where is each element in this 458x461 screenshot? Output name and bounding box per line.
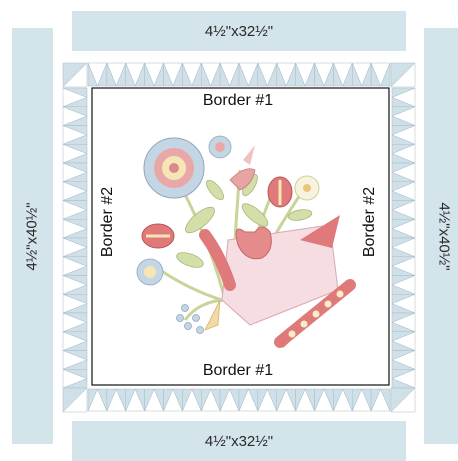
- triangle-light: [370, 388, 381, 412]
- triangle-light: [106, 62, 117, 87]
- red-tulip-left: [141, 223, 175, 249]
- triangle-light: [62, 200, 88, 211]
- triangle-light: [62, 275, 88, 286]
- right-triangle-border: [391, 87, 416, 389]
- triangle-light: [201, 388, 212, 412]
- triangle-light: [391, 350, 416, 361]
- top-triangle-border: [87, 62, 391, 87]
- triangle-light: [380, 388, 391, 412]
- triangle-light: [62, 181, 88, 192]
- corner-triangle: [62, 62, 88, 88]
- corner-triangle: [390, 387, 416, 413]
- triangle-light: [238, 388, 249, 412]
- triangle-light: [62, 87, 88, 98]
- triangle-light: [62, 294, 88, 304]
- triangle-light: [87, 62, 98, 87]
- triangle-light: [87, 388, 98, 412]
- heart-flower: [235, 226, 272, 260]
- blue-flower-bottom-left: [136, 258, 164, 286]
- triangle-light: [144, 388, 155, 412]
- triangle-light: [391, 144, 416, 154]
- bird: [229, 145, 256, 191]
- triangle-light: [391, 237, 416, 248]
- blue-flower-large: [143, 137, 205, 199]
- triangle-light: [182, 62, 193, 87]
- triangle-light: [62, 237, 88, 248]
- red-leaf-stripe: [199, 229, 236, 291]
- left-triangle-border: [62, 87, 88, 389]
- triangle-light: [352, 62, 363, 87]
- border-1-top-label: Border #1: [202, 92, 274, 109]
- triangle-light: [391, 256, 416, 267]
- applique-bouquet: [136, 135, 356, 348]
- berries: [176, 304, 204, 334]
- bottom-strip: 4½"x32½": [72, 421, 406, 461]
- border-2-left-label: Border #2: [99, 186, 116, 258]
- triangle-light: [62, 144, 88, 154]
- triangle-light: [370, 62, 381, 87]
- blue-flower-small-top: [208, 135, 232, 159]
- triangle-light: [163, 388, 174, 412]
- triangle-light: [62, 219, 88, 229]
- triangle-light: [62, 106, 88, 117]
- triangle-light: [238, 62, 249, 87]
- bottom-triangle-border: [87, 388, 391, 412]
- triangle-light: [391, 181, 416, 192]
- triangle-light: [219, 62, 230, 87]
- triangle-light: [333, 62, 344, 87]
- corner-triangle: [62, 387, 88, 413]
- bottom-strip-label: 4½"x32½": [204, 432, 274, 450]
- triangle-light: [391, 106, 416, 117]
- daisy-right: [294, 175, 320, 201]
- triangle-light: [62, 369, 88, 379]
- triangle-light: [391, 125, 416, 136]
- border-1-bottom-label: Border #1: [202, 362, 274, 379]
- triangle-light: [391, 312, 416, 323]
- triangle-light: [163, 62, 174, 87]
- red-tulip-right: [267, 176, 293, 208]
- triangle-light: [295, 388, 306, 412]
- triangle-light: [62, 125, 88, 136]
- triangle-light: [314, 62, 325, 87]
- triangle-light: [257, 388, 268, 412]
- top-strip-label: 4½"x32½": [204, 22, 274, 40]
- triangle-light: [182, 388, 193, 412]
- triangle-light: [391, 87, 416, 98]
- triangle-light: [380, 62, 391, 87]
- top-strip: 4½"x32½": [72, 11, 406, 51]
- triangle-light: [125, 388, 136, 412]
- triangle-light: [391, 200, 416, 211]
- triangle-light: [295, 62, 306, 87]
- triangle-light: [257, 62, 268, 87]
- triangle-light: [352, 388, 363, 412]
- corner-triangle: [390, 62, 416, 88]
- triangle-light: [391, 219, 416, 229]
- triangle-light: [333, 388, 344, 412]
- triangle-light: [201, 62, 212, 87]
- left-strip: 4½"x40½": [12, 28, 53, 444]
- triangle-light: [276, 388, 287, 412]
- triangle-light: [62, 162, 88, 173]
- triangle-light: [125, 62, 136, 87]
- triangle-light: [391, 162, 416, 173]
- triangle-light: [314, 388, 325, 412]
- triangle-light: [106, 388, 117, 412]
- right-strip: 4½"x40½": [424, 28, 458, 444]
- triangle-light: [62, 350, 88, 361]
- corner-blocks: [62, 62, 416, 413]
- triangle-light: [62, 331, 88, 342]
- leaf-spray-bottom: [204, 299, 221, 331]
- triangle-light: [391, 275, 416, 286]
- triangle-light: [391, 294, 416, 304]
- triangle-light: [391, 369, 416, 379]
- triangle-light: [144, 62, 155, 87]
- border-2-right-label: Border #2: [361, 186, 378, 258]
- triangle-light: [62, 312, 88, 323]
- triangle-light: [219, 388, 230, 412]
- triangle-light: [62, 256, 88, 267]
- triangle-light: [276, 62, 287, 87]
- triangle-light: [391, 331, 416, 342]
